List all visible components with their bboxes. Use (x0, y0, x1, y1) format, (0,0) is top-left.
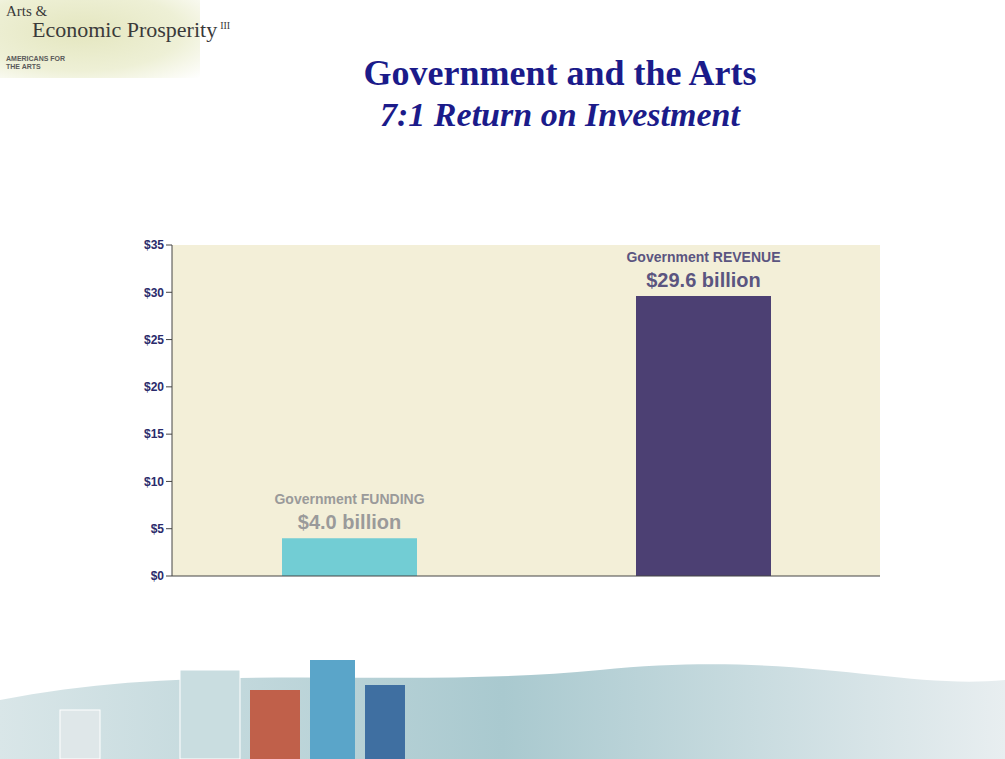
html-text:AMERICANS FOR THE ARTS: AMERICANS FOR THE ARTS (6, 55, 66, 70)
svg-text:$15: $15 (144, 427, 164, 441)
svg-text:$29.6 billion: $29.6 billion (646, 269, 760, 291)
svg-text:$30: $30 (144, 286, 164, 300)
svg-text:Government REVENUE: Government REVENUE (626, 249, 780, 265)
svg-text:$5: $5 (151, 522, 165, 536)
svg-text:Government FUNDING: Government FUNDING (274, 491, 424, 507)
svg-text:$35: $35 (144, 238, 164, 252)
svg-text:$0: $0 (151, 569, 165, 583)
html-text:7:1 Return on Investment: 7:1 Return on Investment (380, 96, 740, 133)
html-text:III: III (220, 19, 231, 31)
html-text:Government and the Arts: Government and the Arts (363, 53, 757, 93)
svg-text:$20: $20 (144, 380, 164, 394)
svg-text:$10: $10 (144, 475, 164, 489)
svg-text:$25: $25 (144, 333, 164, 347)
html-text:Economic Prosperity: Economic Prosperity (32, 17, 218, 42)
html-text:Arts &: Arts & (6, 3, 48, 19)
svg-text:$4.0 billion: $4.0 billion (298, 511, 401, 533)
